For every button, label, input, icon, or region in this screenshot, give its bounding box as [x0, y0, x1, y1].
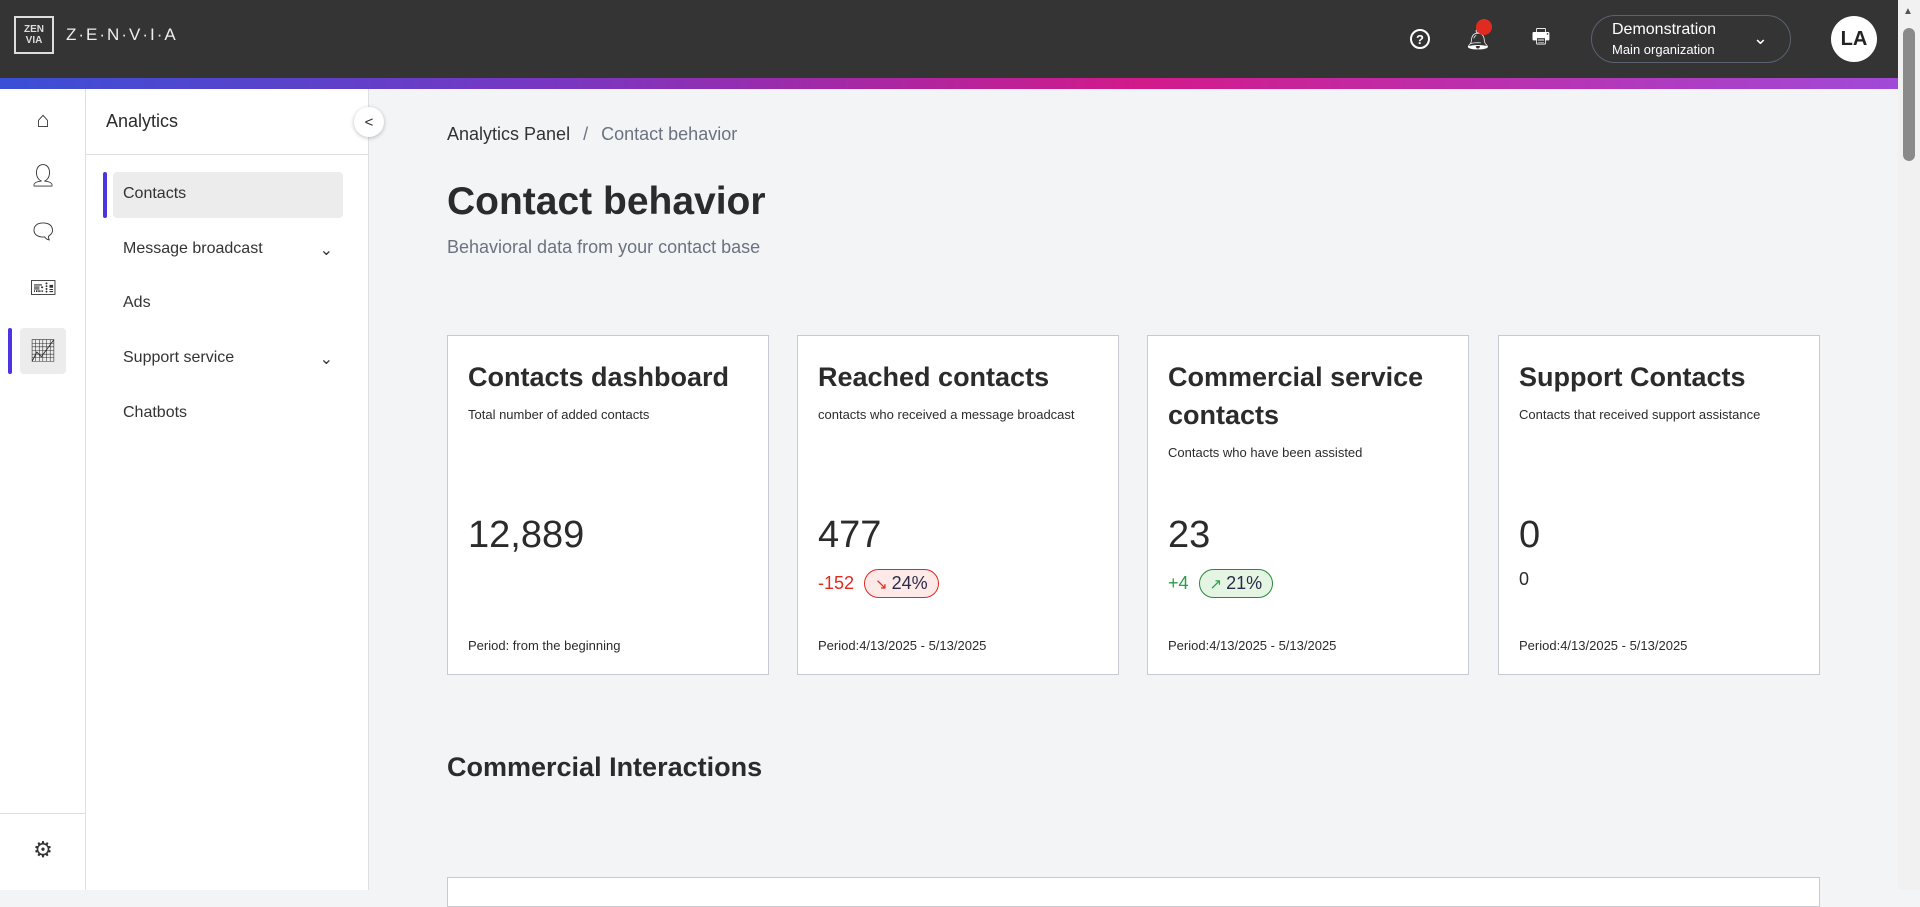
- change-badge: ↗ 21%: [1198, 569, 1274, 598]
- page-subtitle: Behavioral data from your contact base: [447, 237, 761, 257]
- scrollbar[interactable]: ▲: [1898, 0, 1920, 890]
- card-desc: Contacts that received support assistanc…: [1519, 407, 1761, 422]
- change-percent: 21%: [1226, 573, 1263, 593]
- top-bar: ZEN VIA Z·E·N·V·I·A ? 🔔︎ 🖶 Demonstration …: [0, 0, 1898, 78]
- card-commercial-service-contacts: Commercial service contacts Contacts who…: [1147, 335, 1469, 675]
- card-value: 477: [818, 514, 882, 556]
- card-delta: -152: [818, 573, 855, 593]
- chat-icon[interactable]: 🗨︎: [29, 219, 57, 244]
- submenu-item-message-broadcast[interactable]: Message broadcast ⌄: [113, 227, 343, 273]
- change-badge: ↘ 24%: [864, 569, 939, 598]
- submenu-panel: Analytics < Contacts Message broadcast ⌄ …: [86, 89, 384, 890]
- card-desc: contacts who received a message broadcas…: [818, 407, 1075, 422]
- submenu-item-support-service[interactable]: Support service ⌄: [113, 336, 343, 382]
- card-reached-contacts: Reached contacts contacts who received a…: [797, 335, 1119, 675]
- breadcrumb: Analytics Panel / Contact behavior: [447, 124, 737, 145]
- label: Message broadcast: [123, 240, 263, 257]
- card-value: 12,889: [468, 514, 585, 556]
- organization-selector[interactable]: Demonstration Main organization ⌄: [1591, 15, 1791, 63]
- card-period: Period:4/13/2025 - 5/13/2025: [1519, 638, 1688, 653]
- submenu-item-chatbots[interactable]: Chatbots: [113, 391, 343, 437]
- card-title: Commercial service contacts: [1168, 362, 1424, 430]
- help-icon[interactable]: ?: [1405, 24, 1435, 54]
- scroll-up-arrow-icon[interactable]: ▲: [1903, 6, 1913, 17]
- card-contacts-dashboard: Contacts dashboard Total number of added…: [447, 335, 769, 675]
- card-value: 0: [1519, 514, 1541, 556]
- notification-badge: [1476, 19, 1492, 35]
- avatar[interactable]: LA: [1831, 16, 1877, 62]
- breadcrumb-separator: /: [583, 124, 589, 144]
- arrow-down-right-icon: ↘: [875, 576, 888, 593]
- printer-icon[interactable]: 🖶: [1531, 26, 1551, 48]
- gradient-bar: [0, 78, 1898, 89]
- submenu-item-contacts[interactable]: Contacts: [103, 172, 343, 218]
- arrow-up-right-icon: ↗: [1209, 576, 1223, 593]
- breadcrumb-current: Contact behavior: [601, 124, 738, 144]
- card-title: Contacts dashboard: [468, 362, 730, 392]
- label: Chatbots: [123, 404, 188, 421]
- logo-mark: ZEN VIA: [14, 16, 54, 54]
- submenu-title: Analytics: [86, 89, 368, 155]
- org-sub: Main organization: [1612, 42, 1715, 57]
- card-desc: Total number of added contacts: [468, 407, 650, 422]
- ticket-icon[interactable]: 🎫︎: [29, 275, 57, 300]
- card-delta: 0: [1519, 569, 1530, 589]
- icon-rail: ⌂ 👤︎ 🗨︎ 🎫︎ 📈︎ ⚙: [0, 89, 86, 890]
- commercial-interactions-card: [447, 877, 1820, 907]
- submenu-item-ads[interactable]: Ads: [113, 281, 343, 327]
- page-title: Contact behavior: [447, 180, 766, 223]
- label: Support service: [123, 349, 235, 366]
- card-period: Period:4/13/2025 - 5/13/2025: [1168, 638, 1337, 653]
- card-title: Support Contacts: [1519, 362, 1746, 392]
- collapse-chevron-left-icon[interactable]: <: [354, 107, 384, 137]
- analytics-icon[interactable]: 📈︎: [8, 328, 66, 374]
- chevron-down-icon: ⌄: [319, 242, 333, 259]
- divider: [0, 813, 86, 814]
- scrollbar-thumb[interactable]: [1903, 28, 1915, 161]
- section-title: Commercial Interactions: [447, 752, 763, 782]
- gear-icon[interactable]: ⚙: [33, 837, 53, 862]
- home-icon[interactable]: ⌂: [36, 107, 50, 132]
- zenvia-logo[interactable]: ZEN VIA Z·E·N·V·I·A: [14, 16, 178, 54]
- card-period: Period:4/13/2025 - 5/13/2025: [818, 638, 987, 653]
- chevron-down-icon: ⌄: [1752, 28, 1768, 48]
- chevron-down-icon: ⌄: [319, 351, 333, 368]
- card-delta: +4: [1168, 573, 1189, 593]
- label: Contacts: [123, 185, 187, 202]
- card-period: Period: from the beginning: [468, 638, 621, 653]
- change-percent: 24%: [891, 573, 928, 593]
- contacts-icon[interactable]: 👤︎: [29, 163, 57, 188]
- breadcrumb-parent[interactable]: Analytics Panel: [447, 124, 571, 144]
- card-title: Reached contacts: [818, 362, 1050, 392]
- card-value: 23: [1168, 514, 1211, 556]
- logo-text: Z·E·N·V·I·A: [66, 25, 178, 44]
- card-support-contacts: Support Contacts Contacts that received …: [1498, 335, 1820, 675]
- org-name: Demonstration: [1612, 21, 1717, 38]
- card-desc: Contacts who have been assisted: [1168, 445, 1363, 460]
- label: Ads: [123, 294, 151, 311]
